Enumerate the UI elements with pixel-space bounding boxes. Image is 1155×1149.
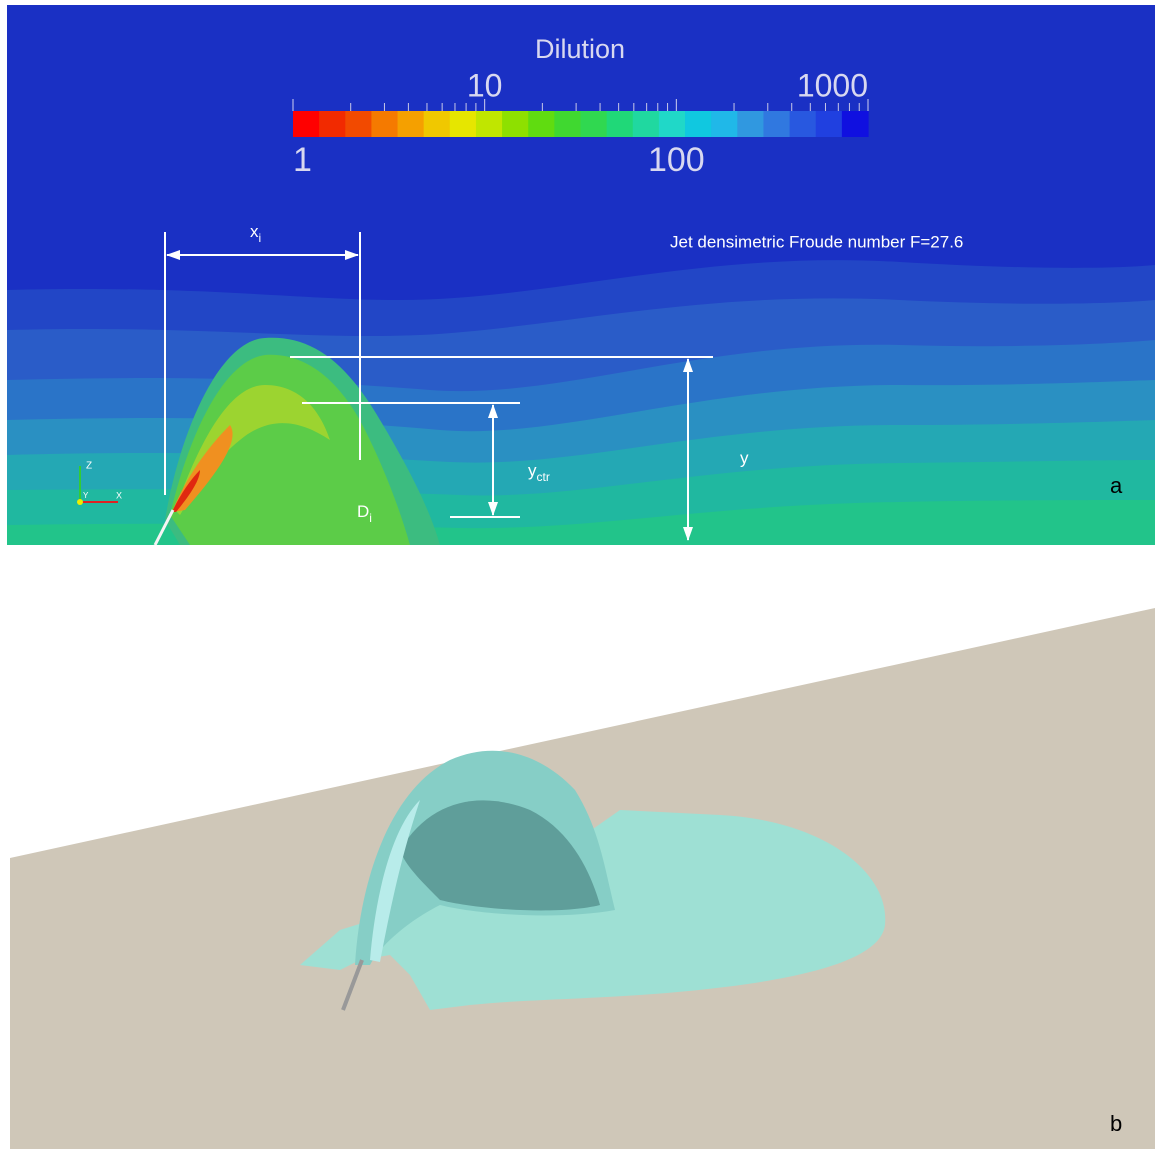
colorbar-segment bbox=[790, 111, 817, 137]
label-sub: ctr bbox=[537, 470, 550, 484]
colorbar-segment bbox=[450, 111, 477, 137]
colorbar-tick-label: 10 bbox=[467, 67, 503, 103]
colorbar-segment bbox=[502, 111, 529, 137]
colorbar-segment bbox=[554, 111, 581, 137]
colorbar-segment bbox=[685, 111, 712, 137]
colorbar-segment bbox=[633, 111, 660, 137]
annotation: Jet densimetric Froude number F=27.6 bbox=[670, 232, 963, 251]
colorbar-tick-label: 100 bbox=[648, 141, 705, 179]
colorbar-tick-label: 1000 bbox=[797, 67, 868, 103]
panel-b bbox=[10, 608, 1155, 1149]
colorbar-tick-label: 1 bbox=[293, 141, 312, 179]
colorbar-segment bbox=[293, 111, 320, 137]
axis-label: Y bbox=[83, 491, 89, 500]
panel-a bbox=[7, 5, 1155, 545]
colorbar-segment bbox=[659, 111, 686, 137]
colorbar-segment bbox=[842, 111, 869, 137]
colorbar-segment bbox=[371, 111, 398, 137]
panel-label: b bbox=[1110, 1111, 1122, 1136]
colorbar-segment bbox=[528, 111, 555, 137]
colorbar-segment bbox=[763, 111, 790, 137]
colorbar-segment bbox=[607, 111, 634, 137]
label-base: D bbox=[357, 502, 369, 521]
panel-label: a bbox=[1110, 473, 1123, 498]
colorbar-segment bbox=[424, 111, 451, 137]
axis-label: Z bbox=[86, 461, 92, 472]
label-sub: i bbox=[259, 231, 262, 245]
colorbar-segment bbox=[476, 111, 503, 137]
axis-label: X bbox=[116, 490, 122, 500]
colorbar-segment bbox=[398, 111, 425, 137]
figure: Dilution xi Jet densimetric Froude numbe… bbox=[0, 0, 1155, 1149]
colorbar-segment bbox=[711, 111, 738, 137]
colorbar-segment bbox=[816, 111, 843, 137]
label-y: y bbox=[740, 448, 749, 467]
colorbar-segment bbox=[319, 111, 346, 137]
label-sub: i bbox=[369, 511, 372, 525]
colorbar-segment bbox=[345, 111, 372, 137]
colorbar-title: Dilution bbox=[535, 34, 625, 64]
colorbar-segment bbox=[581, 111, 608, 137]
colorbar-segment bbox=[737, 111, 764, 137]
